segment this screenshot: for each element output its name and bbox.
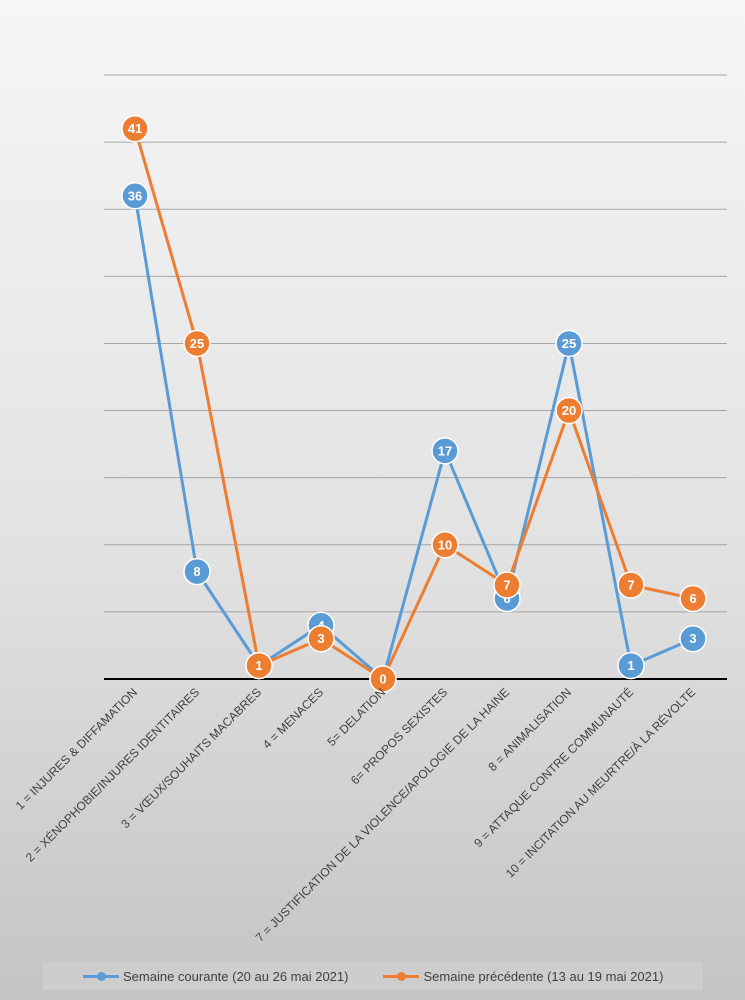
data-point: 0 bbox=[369, 665, 397, 693]
point-marker bbox=[493, 571, 521, 599]
point-marker bbox=[121, 182, 149, 210]
point-marker bbox=[617, 651, 645, 680]
data-point: 7 bbox=[493, 571, 521, 599]
data-label: 25 bbox=[562, 336, 576, 351]
data-label: 20 bbox=[562, 403, 576, 418]
data-point: 20 bbox=[555, 396, 583, 425]
data-point: 1 bbox=[245, 651, 273, 680]
data-label: 25 bbox=[190, 336, 204, 351]
data-point: 25 bbox=[555, 329, 583, 358]
data-point: 3 bbox=[679, 624, 707, 653]
x-tick-label: 1 = INJURES & DIFFAMATION bbox=[13, 685, 140, 812]
data-label: 17 bbox=[438, 443, 452, 458]
data-point: 10 bbox=[431, 531, 459, 559]
data-label: 7 bbox=[503, 578, 510, 593]
point-marker bbox=[183, 329, 211, 358]
data-point: 3 bbox=[307, 624, 335, 653]
point-marker bbox=[555, 329, 583, 358]
point-marker bbox=[431, 531, 459, 559]
legend-swatch-current bbox=[83, 971, 119, 981]
legend-item-previous: Semaine précédente (13 au 19 mai 2021) bbox=[383, 969, 663, 984]
point-marker bbox=[369, 665, 397, 693]
point-marker bbox=[679, 624, 707, 653]
data-label: 1 bbox=[255, 658, 262, 673]
legend: Semaine courante (20 au 26 mai 2021) Sem… bbox=[43, 962, 703, 990]
x-tick-label: 3 = VŒUX/SOUHAITS MACABRES bbox=[118, 685, 264, 831]
data-label: 3 bbox=[317, 631, 324, 646]
data-label: 3 bbox=[689, 631, 696, 646]
point-marker bbox=[431, 437, 459, 465]
data-label: 0 bbox=[379, 672, 386, 687]
point-marker bbox=[183, 557, 211, 586]
legend-label-previous: Semaine précédente (13 au 19 mai 2021) bbox=[423, 968, 664, 984]
series-markers: 368140176251341251301072076 bbox=[121, 114, 707, 693]
data-point: 7 bbox=[617, 571, 645, 599]
point-marker bbox=[617, 571, 645, 599]
point-marker bbox=[555, 396, 583, 425]
x-tick-label: 4 = MENACES bbox=[260, 685, 326, 751]
point-marker bbox=[307, 624, 335, 653]
data-point: 8 bbox=[183, 557, 211, 586]
data-point: 17 bbox=[431, 437, 459, 465]
data-label: 1 bbox=[627, 658, 634, 673]
data-point: 41 bbox=[121, 114, 149, 143]
data-label: 41 bbox=[128, 121, 142, 136]
legend-item-current: Semaine courante (20 au 26 mai 2021) bbox=[83, 969, 348, 984]
series-lines bbox=[133, 128, 694, 681]
data-label: 36 bbox=[128, 188, 142, 203]
series-line-0 bbox=[133, 195, 694, 681]
legend-swatch-previous bbox=[383, 971, 420, 981]
data-point: 25 bbox=[183, 329, 211, 358]
series-line-1 bbox=[133, 128, 694, 681]
point-marker bbox=[679, 584, 707, 613]
legend-label-current: Semaine courante (20 au 26 mai 2021) bbox=[123, 968, 349, 984]
point-marker bbox=[245, 651, 273, 680]
data-label: 7 bbox=[627, 578, 634, 593]
data-label: 8 bbox=[193, 564, 200, 579]
point-marker bbox=[121, 114, 149, 143]
x-tick-label: 5= DELATION bbox=[324, 685, 388, 749]
data-label: 6 bbox=[689, 591, 696, 606]
data-point: 36 bbox=[121, 182, 149, 210]
data-label: 10 bbox=[438, 537, 452, 552]
data-point: 1 bbox=[617, 651, 645, 680]
data-point: 6 bbox=[679, 584, 707, 613]
